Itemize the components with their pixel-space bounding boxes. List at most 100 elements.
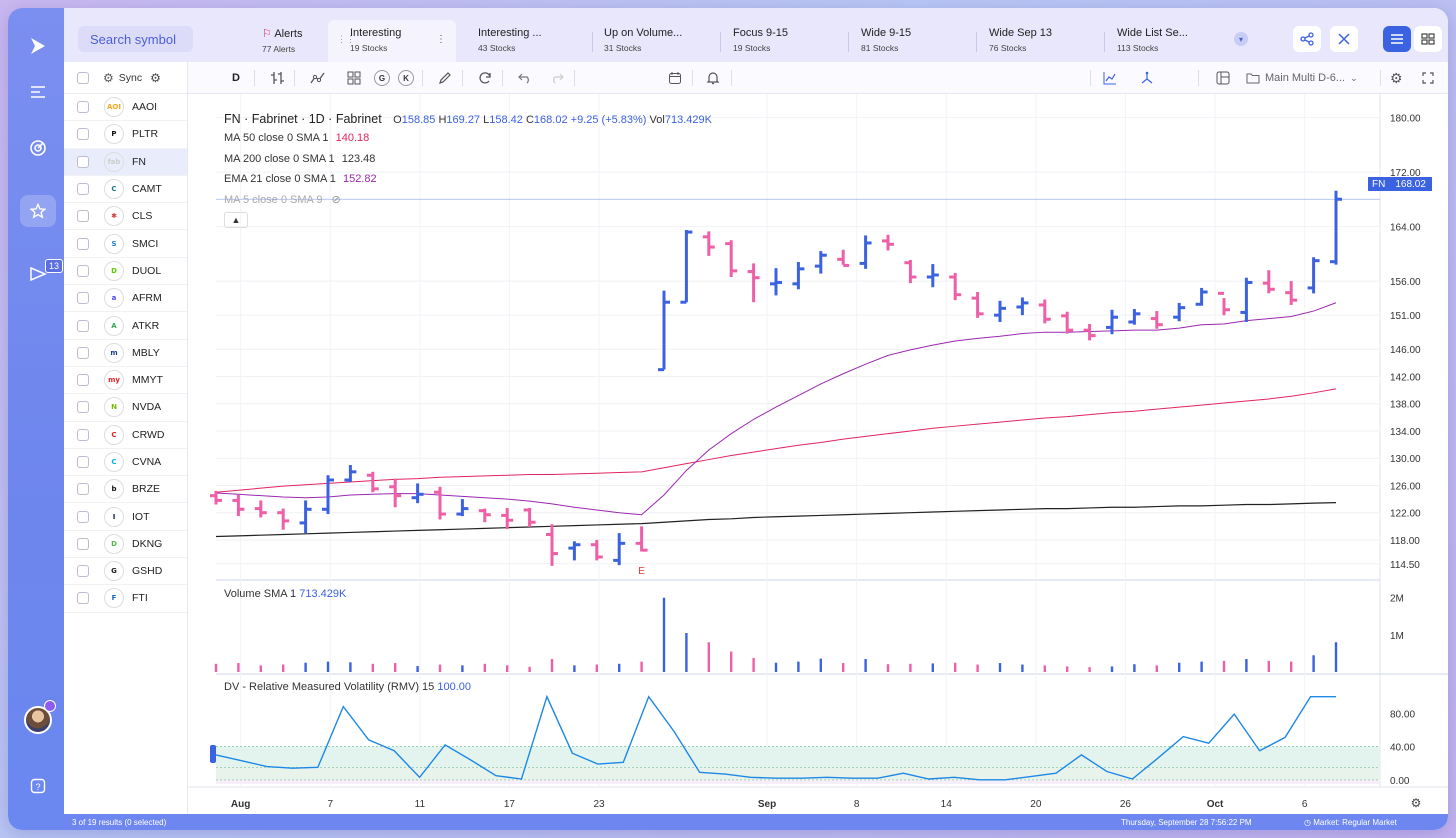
x-share-button[interactable] <box>1330 26 1358 52</box>
watchlist-row-camt[interactable]: C CAMT <box>64 176 187 204</box>
row-checkbox[interactable] <box>77 155 89 168</box>
collapse-legend-button[interactable]: ▲ <box>224 212 248 228</box>
volume-legend[interactable]: Volume SMA 1 713.429K <box>224 588 346 600</box>
grid-view-button[interactable] <box>1414 26 1442 52</box>
watchlist-row-fn[interactable]: fab FN <box>64 148 187 176</box>
premium-crown-icon <box>44 700 56 712</box>
watchlist-row-iot[interactable]: I IOT <box>64 503 187 531</box>
watchlist-row-crwd[interactable]: C CRWD <box>64 422 187 449</box>
row-checkbox[interactable] <box>77 483 89 496</box>
settings-icon[interactable]: ⚙ <box>150 70 161 85</box>
settings-gear-icon[interactable]: ⚙ <box>103 70 114 85</box>
row-checkbox[interactable] <box>77 401 89 414</box>
chart-area[interactable]: 180.00 172.00 164.00 156.00 151.00 146.00 142.… <box>188 94 1448 814</box>
watchlist-row-nvda[interactable]: N NVDA <box>64 394 187 422</box>
alerts-flag-icon[interactable] <box>20 258 56 290</box>
compare-symbols-icon[interactable] <box>1140 69 1154 87</box>
select-all-checkbox[interactable] <box>77 71 89 84</box>
radar-icon[interactable] <box>20 132 56 164</box>
watchlist-row-dkng[interactable]: D DKNG <box>64 531 187 559</box>
undo-icon[interactable] <box>518 69 532 87</box>
tab-focus-9-15[interactable]: Focus 9-15 19 Stocks <box>711 20 839 62</box>
row-checkbox[interactable] <box>77 537 89 550</box>
row-checkbox[interactable] <box>77 428 89 441</box>
rmv-legend[interactable]: DV - Relative Measured Volatility (RMV) … <box>224 681 471 693</box>
g-button[interactable]: G <box>374 70 390 86</box>
app-logo-icon[interactable] <box>20 30 56 62</box>
draw-pencil-icon[interactable] <box>438 69 452 87</box>
price-chart-canvas[interactable]: 180.00 172.00 164.00 156.00 151.00 146.00 142.… <box>188 94 1448 814</box>
drag-handle-icon[interactable]: ⋮⋮ <box>337 34 355 44</box>
watchlist-row-gshd[interactable]: G GSHD <box>64 558 187 586</box>
tab-wide-9-15[interactable]: Wide 9-15 81 Stocks <box>839 20 967 62</box>
row-checkbox[interactable] <box>77 128 89 141</box>
ma200-legend[interactable]: MA 200 close 0 SMA 1 123.48 <box>224 153 375 165</box>
watchlist-row-afrm[interactable]: a AFRM <box>64 285 187 313</box>
time-tick-label: 17 <box>504 799 516 810</box>
row-checkbox[interactable] <box>77 510 89 523</box>
row-checkbox[interactable] <box>77 183 89 196</box>
redo-icon[interactable] <box>550 69 564 87</box>
chart-settings-gear-icon[interactable]: ⚙ <box>1390 69 1403 86</box>
watchlist-row-mmyt[interactable]: my MMYT <box>64 367 187 395</box>
bar-style-icon[interactable] <box>270 69 286 87</box>
indicator-label: EMA 21 close 0 SMA 1 <box>224 173 336 185</box>
fullscreen-icon[interactable] <box>1422 69 1434 87</box>
layout-selector[interactable]: Main Multi D-6... ⌄ <box>1246 69 1358 87</box>
watchlist-row-cvna[interactable]: C CVNA <box>64 449 187 477</box>
row-checkbox[interactable] <box>77 592 89 605</box>
row-checkbox[interactable] <box>77 319 89 332</box>
row-checkbox[interactable] <box>77 374 89 387</box>
tab-wide-sep-13[interactable]: Wide Sep 13 76 Stocks <box>967 20 1095 62</box>
watchlist-row-fti[interactable]: F FTI <box>64 585 187 613</box>
row-checkbox[interactable] <box>77 346 89 359</box>
volume-bar <box>1267 660 1270 672</box>
watchlist-row-smci[interactable]: S SMCI <box>64 230 187 258</box>
alert-bell-icon[interactable] <box>706 69 720 87</box>
row-checkbox[interactable] <box>77 237 89 250</box>
ma5-legend[interactable]: MA 5 close 0 SMA 9 ⊘ <box>224 193 341 206</box>
k-button[interactable]: K <box>398 70 414 86</box>
watchlist-row-aaoi[interactable]: AOI AAOI <box>64 94 187 122</box>
line-chart-icon[interactable] <box>1103 69 1117 87</box>
watchlist-row-brze[interactable]: b BRZE <box>64 476 187 504</box>
row-checkbox[interactable] <box>77 456 89 468</box>
tabs-overflow-chevron-icon[interactable]: ▾ <box>1234 32 1248 46</box>
ohlc-bar <box>1195 287 1208 306</box>
volume-bar <box>214 663 218 672</box>
ema21-legend[interactable]: EMA 21 close 0 SMA 1 152.82 <box>224 173 377 185</box>
watchlist-star-icon[interactable] <box>20 195 56 227</box>
watchlist-row-pltr[interactable]: P PLTR <box>64 121 187 149</box>
watchlist-row-cls[interactable]: ✱ CLS <box>64 203 187 231</box>
row-checkbox[interactable] <box>77 101 89 114</box>
indicators-icon[interactable] <box>310 69 326 87</box>
layout-panel-icon[interactable] <box>1216 69 1230 87</box>
row-checkbox[interactable] <box>77 210 89 223</box>
share-button[interactable] <box>1293 26 1321 52</box>
calendar-icon[interactable] <box>668 69 682 87</box>
interval-button[interactable]: D <box>232 72 240 84</box>
row-checkbox[interactable] <box>77 292 89 305</box>
ma50-legend[interactable]: MA 50 close 0 SMA 1 140.18 <box>224 132 369 144</box>
list-view-button[interactable] <box>1383 26 1411 52</box>
tab-alerts[interactable]: ⚐ Alerts 77 Alerts <box>240 20 330 62</box>
more-vertical-icon[interactable]: ⋮ <box>436 34 446 45</box>
tab-interesting-2[interactable]: Interesting ... 43 Stocks <box>456 20 584 62</box>
volume-bar <box>730 651 733 672</box>
watchlist-row-mbly[interactable]: m MBLY <box>64 340 187 367</box>
tab-wide-list[interactable]: Wide List Se... 113 Stocks <box>1095 20 1223 62</box>
row-checkbox[interactable] <box>77 264 89 277</box>
tab-interesting[interactable]: ⋮⋮ Interesting 19 Stocks ⋮ <box>328 20 456 62</box>
templates-icon[interactable] <box>347 69 361 87</box>
help-icon[interactable]: ? <box>20 770 56 802</box>
refresh-icon[interactable] <box>478 69 492 87</box>
menu-icon[interactable] <box>20 76 56 108</box>
search-symbol-input[interactable]: Search symbol <box>78 26 193 52</box>
tab-up-on-volume[interactable]: Up on Volume... 31 Stocks <box>582 20 710 62</box>
watchlist-row-atkr[interactable]: A ATKR <box>64 312 187 340</box>
sync-label[interactable]: Sync <box>118 71 143 84</box>
watchlist-row-duol[interactable]: D DUOL <box>64 258 187 286</box>
row-checkbox[interactable] <box>77 565 89 578</box>
ohlc-bar <box>1061 311 1074 334</box>
eye-hidden-icon[interactable]: ⊘ <box>331 194 341 206</box>
